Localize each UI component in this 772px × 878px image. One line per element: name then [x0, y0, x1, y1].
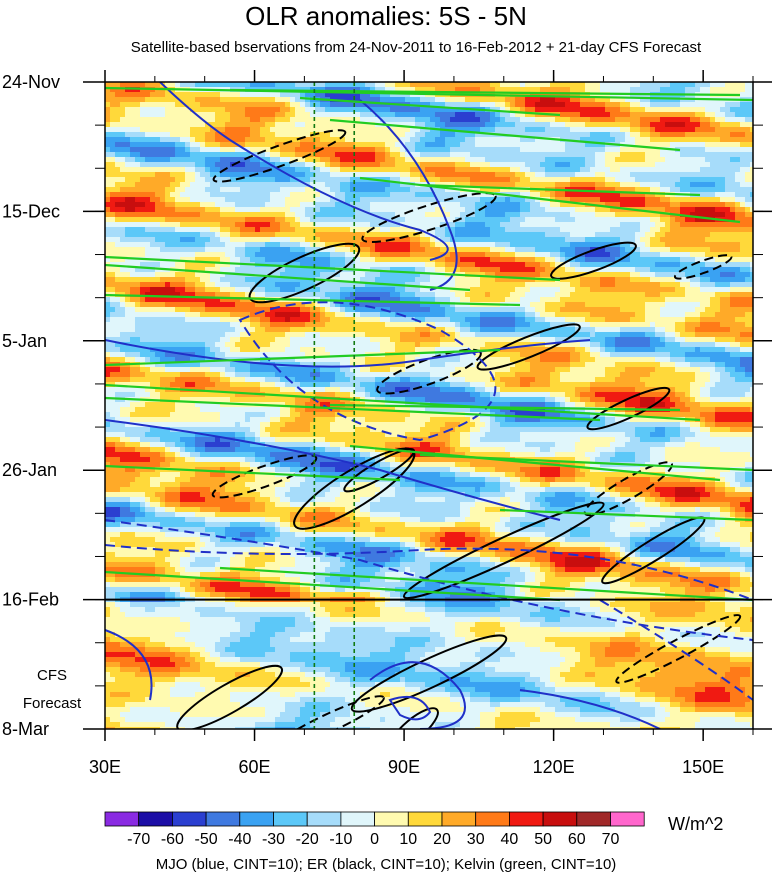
mjo-contour [105, 544, 753, 601]
colorbar-swatch [104, 811, 140, 827]
y-tick-label: 15-Dec [2, 201, 60, 221]
colorbar: -70 -60 -50 -40 -30 -20 -10 0 10 20 30 40 50 60 70 [104, 811, 645, 848]
x-tick-label: 150E [682, 757, 724, 777]
colorbar-label: 30 [467, 831, 485, 848]
colorbar-label: -70 [127, 831, 150, 848]
kelvin-contour [105, 396, 601, 422]
mjo-contour [238, 301, 497, 442]
er-contour [389, 707, 439, 729]
colorbar-swatch [306, 811, 342, 827]
kelvin-contour [419, 183, 701, 197]
colorbar-swatch [239, 811, 274, 827]
kelvin-contour [105, 293, 521, 307]
colorbar-label: 0 [370, 831, 379, 848]
er-contour [376, 348, 482, 395]
contour-legend: MJO (blue, CINT=10); ER (black, CINT=10)… [155, 856, 617, 873]
kelvin-contour [499, 508, 753, 522]
x-tick-label: 60E [239, 757, 271, 777]
forecast-label: Forecast [23, 695, 82, 712]
er-contour [350, 634, 508, 713]
forecast-label: CFS [37, 667, 67, 684]
er-contour [615, 614, 742, 684]
contour-overlay [105, 82, 753, 729]
mjo-contour [369, 661, 466, 729]
colorbar-swatch [576, 811, 611, 827]
kelvin-contour [105, 86, 753, 102]
kelvin-contour [105, 348, 501, 367]
kelvin-contour [349, 444, 721, 482]
x-tick-label: 90E [388, 757, 420, 777]
x-tick-label: 120E [533, 757, 575, 777]
er-contour [212, 129, 347, 183]
kelvin-contour [329, 403, 681, 412]
colorbar-label: -60 [161, 831, 184, 848]
er-contour [402, 501, 605, 600]
colorbar-swatch [508, 811, 544, 827]
er-contour [273, 695, 385, 729]
colorbar-swatch [273, 811, 308, 827]
colorbar-swatch [138, 811, 173, 827]
kelvin-contour [329, 118, 681, 152]
kelvin-contour [105, 570, 561, 602]
kelvin-contour [299, 96, 561, 117]
kelvin-contour [105, 263, 471, 292]
kelvin-contour [105, 383, 701, 422]
colorbar-swatch [340, 811, 375, 827]
mjo-contour [105, 629, 153, 701]
reference-lines [105, 82, 753, 729]
er-contour [673, 254, 733, 280]
colorbar-units: W/m^2 [668, 814, 724, 834]
colorbar-swatch [171, 811, 207, 827]
kelvin-contour [419, 453, 753, 472]
chart-subtitle: Satellite-based bservations from 24-Nov-… [130, 39, 702, 56]
mjo-contour [599, 599, 753, 701]
mjo-contour [105, 339, 591, 368]
er-contour [176, 664, 284, 729]
colorbar-label: 10 [399, 831, 417, 848]
colorbar-label: -20 [296, 831, 319, 848]
colorbar-swatch [441, 811, 477, 827]
y-tick-label: 24-Nov [2, 72, 60, 92]
colorbar-swatch [205, 811, 241, 827]
colorbar-swatch [475, 811, 510, 827]
plot-frame [104, 81, 754, 730]
colorbar-label: -10 [329, 831, 352, 848]
colorbar-label: 60 [568, 831, 586, 848]
x-tick-label: 30E [89, 757, 121, 777]
colorbar-label: 20 [433, 831, 451, 848]
colorbar-swatch [374, 811, 409, 827]
kelvin-contour [105, 464, 401, 482]
mjo-contour [105, 519, 753, 641]
y-tick-label: 8-Mar [2, 719, 49, 739]
colorbar-label: 40 [501, 831, 519, 848]
colorbar-label: 70 [602, 831, 620, 848]
er-contour [211, 454, 318, 499]
colorbar-swatch [542, 811, 578, 827]
olr-heatmap [105, 82, 753, 729]
axes: 24-Nov 15-Dec 5-Jan 26-Jan 16-Feb 8-Mar 30E 60E… [2, 70, 772, 777]
colorbar-label: -50 [195, 831, 218, 848]
y-tick-label: 16-Feb [2, 590, 59, 610]
mjo-contour [519, 689, 661, 729]
colorbar-swatch [407, 811, 443, 827]
mjo-contour [159, 82, 449, 261]
mjo-contour [105, 419, 561, 521]
chart-title: OLR anomalies: 5S - 5N [245, 1, 527, 31]
colorbar-label: -40 [228, 831, 251, 848]
mjo-contour [388, 696, 432, 721]
er-contour [550, 241, 637, 280]
y-tick-label: 26-Jan [2, 460, 57, 480]
y-tick-label: 5-Jan [2, 331, 47, 351]
kelvin-contour [219, 566, 753, 602]
er-contour [343, 448, 416, 493]
kelvin-contour [105, 255, 561, 282]
mjo-contour [359, 99, 458, 291]
colorbar-label: 50 [534, 831, 552, 848]
colorbar-swatch [610, 811, 645, 827]
colorbar-label: -30 [262, 831, 285, 848]
er-contour [476, 323, 581, 371]
